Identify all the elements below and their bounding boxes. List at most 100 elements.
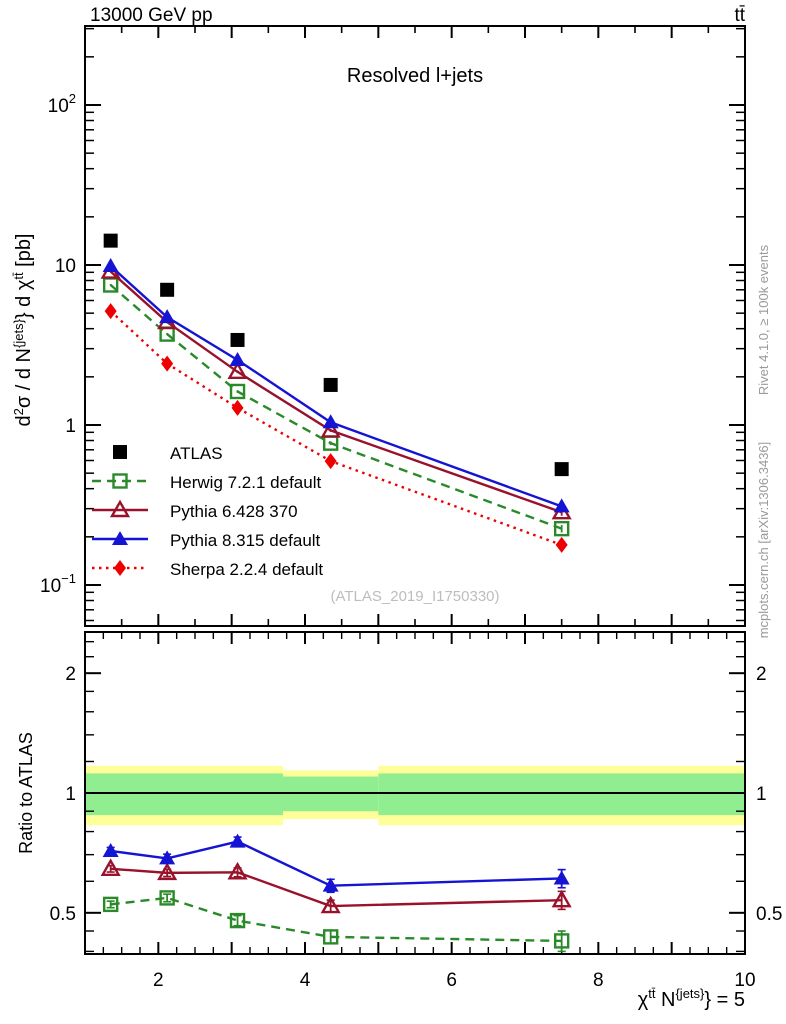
ratio-uncertainty-bands — [85, 765, 745, 826]
ratio-series-pythia-6-428-370 — [100, 858, 572, 914]
xlabel-part-b: N — [655, 989, 675, 1011]
ratio-xtick-label: 10 — [734, 970, 755, 991]
header-beam-label: 13000 GeV pp — [90, 5, 213, 26]
legend-entry-atlas[interactable]: ATLAS — [113, 444, 223, 463]
mcplots-source-label: mcplots.cern.ch [arXiv:1306.3436] — [756, 442, 771, 639]
datapoint-filled-triangle — [229, 351, 246, 366]
ylabel-part-b: σ / d N — [13, 348, 35, 408]
datapoint-filled-square — [103, 233, 118, 248]
xlabel-part-c: } = 5 — [704, 989, 745, 1011]
main-series-group — [100, 233, 572, 553]
ratio-xtick-label: 8 — [593, 970, 604, 991]
plot-title: Resolved l+jets — [347, 65, 483, 87]
main-ylabel: d2σ / d N{jets}} d χtt̄ [pb] — [11, 234, 35, 427]
datapoint-filled-square — [230, 332, 245, 347]
ratio-datapoint-open-triangle — [157, 862, 178, 881]
ratio-datapoint-filled-triangle — [322, 877, 339, 892]
ratio-datapoint-open-square — [229, 912, 246, 929]
ratio-xtick-label: 6 — [446, 970, 457, 991]
ratio-datapoint-open-triangle — [227, 861, 248, 880]
legend-label: Sherpa 2.2.4 default — [170, 560, 323, 579]
datapoint-open-triangle — [227, 361, 248, 380]
datapoint-filled-triangle — [102, 258, 119, 273]
rivet-version-label: Rivet 4.1.0, ≥ 100k events — [756, 244, 771, 395]
series-sherpa-2-2-4-default — [104, 303, 568, 553]
datapoint-filled-triangle — [159, 309, 176, 324]
ratio-datapoint-open-triangle — [320, 895, 341, 914]
main-ytick-labels: 102 10 1 10−1 — [40, 91, 76, 597]
ratio-series-group — [100, 833, 572, 953]
datapoint-open-triangle — [320, 419, 341, 438]
datapoint-filled-triangle — [322, 414, 339, 429]
ylabel-part-e: [pb] — [13, 234, 35, 273]
ratio-xtick-label: 4 — [300, 970, 311, 991]
ratio-ytick-label-right: 2 — [756, 664, 767, 685]
ratio-xtick-label: 2 — [153, 970, 164, 991]
ratio-tick-labels: 2 2 1 1 0.5 0.5 2 4 6 8 10 — [50, 664, 783, 991]
ratio-datapoint-filled-triangle — [102, 842, 119, 857]
ratio-datapoint-open-triangle — [551, 889, 572, 908]
ylabel-part-a: d — [13, 415, 35, 426]
datapoint-filled-diamond — [161, 355, 174, 372]
ylabel-part-c: } d — [13, 290, 35, 319]
ylabel-part-a-sup: 2 — [11, 408, 26, 415]
ratio-datapoint-open-triangle — [100, 858, 121, 876]
datapoint-filled-diamond — [555, 536, 568, 553]
main-ytick-label: 102 — [48, 91, 76, 117]
header-process-label: tt̄ — [734, 5, 745, 26]
main-panel: Resolved l+jets (ATLAS_2019_I1750330) d2… — [11, 25, 746, 627]
legend-entry-pythia-8-315-default[interactable]: Pythia 8.315 default — [92, 531, 321, 550]
ratio-datapoint-filled-triangle — [229, 833, 246, 848]
series-atlas — [103, 233, 569, 477]
ratio-ylabel: Ratio to ATLAS — [16, 732, 36, 854]
main-axis-ticks — [85, 26, 745, 626]
ratio-datapoint-filled-triangle — [159, 850, 176, 865]
datapoint-open-square — [553, 520, 570, 537]
legend-label: Herwig 7.2.1 default — [170, 473, 321, 492]
ratio-datapoint-filled-triangle — [553, 870, 570, 885]
main-ytick-label: 1 — [65, 416, 76, 437]
ratio-ytick-label-left: 2 — [65, 664, 76, 685]
main-ytick-label: 10 — [55, 256, 76, 277]
legend-marker-filled-triangle — [112, 531, 128, 545]
legend-marker-filled-diamond — [114, 560, 126, 576]
ratio-xlabel: χtt̄ N{jets}} = 5 — [638, 986, 745, 1011]
legend-label: ATLAS — [170, 444, 223, 463]
ratio-axis-ticks — [85, 632, 745, 954]
analysis-watermark: (ATLAS_2019_I1750330) — [330, 588, 499, 605]
ratio-datapoint-open-square — [553, 933, 570, 949]
ratio-ytick-label-right: 1 — [756, 784, 767, 805]
legend-marker-filled-square — [113, 445, 127, 459]
datapoint-filled-diamond — [104, 303, 117, 320]
legend-label: Pythia 8.315 default — [170, 531, 321, 550]
legend-entry-herwig-7-2-1-default[interactable]: Herwig 7.2.1 default — [92, 473, 321, 492]
datapoint-filled-triangle — [553, 498, 570, 513]
ylabel-part-d: χ — [13, 279, 35, 290]
ratio-datapoint-open-square — [159, 890, 175, 906]
legend-entry-pythia-6-428-370[interactable]: Pythia 6.428 370 — [92, 499, 298, 521]
datapoint-filled-square — [323, 377, 338, 392]
datapoint-open-square — [229, 383, 246, 400]
ratio-datapoint-open-square — [102, 896, 119, 913]
xlabel-part-a-sup: tt̄ — [648, 986, 656, 1001]
legend-marker-open-square — [112, 473, 128, 489]
ylabel-part-d-sup: tt̄ — [11, 272, 26, 280]
ratio-datapoint-open-square — [322, 929, 339, 945]
svg-text:χtt̄ N{jets}} = 5: χtt̄ N{jets}} = 5 — [638, 986, 745, 1011]
ratio-series-pythia-8-315-default — [102, 833, 570, 894]
xlabel-part-a: χ — [638, 989, 649, 1011]
band-inner — [85, 773, 283, 816]
svg-text:d2σ / d N{jets}} d χtt̄ [pb]: d2σ / d N{jets}} d χtt̄ [pb] — [11, 234, 35, 427]
band-inner — [378, 773, 745, 816]
main-ytick-label: 10−1 — [40, 571, 76, 597]
xlabel-part-b-sup: {jets} — [675, 986, 705, 1001]
ratio-panel: 2 2 1 1 0.5 0.5 2 4 6 8 10 Ratio to ATLAS χtt̄ N{j… — [16, 631, 783, 1011]
series-herwig-7-2-1-default — [102, 277, 570, 537]
ratio-ytick-label-left: 1 — [65, 784, 76, 805]
ratio-series-herwig-7-2-1-default — [102, 890, 570, 953]
series-pythia-8-315-default — [102, 258, 570, 513]
legend-entry-sherpa-2-2-4-default[interactable]: Sherpa 2.2.4 default — [92, 560, 323, 579]
legend: ATLAS Herwig 7.2.1 default Pythia 6.428 37… — [92, 444, 323, 579]
ratio-ytick-label-right: 0.5 — [756, 904, 782, 925]
